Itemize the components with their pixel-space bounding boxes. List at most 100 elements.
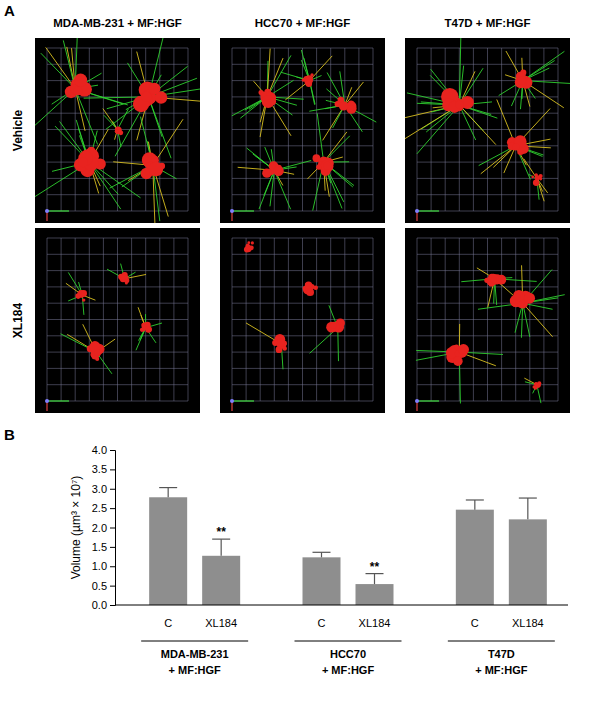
error-bar <box>159 488 177 498</box>
plot-area <box>149 488 547 605</box>
significance: ** <box>370 560 380 574</box>
cell-body <box>115 127 121 133</box>
group-label: + MF:HGF <box>322 664 375 676</box>
y-tick-label: 0.0 <box>92 599 107 611</box>
image-grid <box>417 145 558 146</box>
y-tick-mark <box>110 586 115 587</box>
cell-body <box>273 166 283 176</box>
group-label: + MF:HGF <box>475 664 528 676</box>
image-grid <box>232 352 373 353</box>
image-grid <box>373 238 374 401</box>
row-title: XL184 <box>11 302 25 338</box>
y-tick-mark <box>110 547 115 548</box>
micrograph-background <box>405 228 570 413</box>
error-bar <box>519 498 537 519</box>
cell-body <box>80 290 87 297</box>
cell-body <box>247 247 252 252</box>
cell-protrusion <box>327 73 345 106</box>
cell-protrusion <box>323 105 345 140</box>
y-tick: 1.0 <box>92 560 115 572</box>
y-tick-mark <box>110 528 115 529</box>
cell-protrusion <box>136 328 146 351</box>
cell-protrusion <box>122 165 153 187</box>
image-grid <box>417 162 558 163</box>
x-tick-label: XL184 <box>359 617 391 629</box>
image-grid <box>232 401 373 402</box>
cell-protrusion <box>274 170 290 209</box>
y-tick-label: 3.5 <box>92 463 107 475</box>
image-grid <box>232 319 373 320</box>
y-tick-mark <box>110 605 115 606</box>
image-grid <box>145 48 146 211</box>
cell-body <box>262 168 271 177</box>
y-tick: 2.0 <box>92 522 115 534</box>
cell-protrusion <box>324 162 344 202</box>
cell-protrusion <box>118 109 129 130</box>
cell-body <box>276 167 283 174</box>
bar <box>456 510 494 605</box>
cell-body <box>124 275 128 279</box>
cell-protrusion <box>337 328 339 361</box>
cell-protrusion <box>41 53 75 89</box>
image-axis-origin <box>230 209 234 213</box>
image-grid <box>417 401 558 402</box>
image-grid <box>543 48 544 211</box>
image-grid <box>47 368 188 369</box>
image-grid <box>159 238 160 401</box>
x-axis-line <box>115 605 568 606</box>
cell-body <box>146 326 152 332</box>
image-axis-x <box>232 210 254 211</box>
micrograph-background <box>405 38 570 223</box>
y-tick: 4.0 <box>92 444 115 456</box>
image-grid <box>173 48 174 211</box>
image-grid <box>232 211 373 212</box>
cell-protrusion <box>125 274 146 278</box>
image-grid <box>373 48 374 211</box>
cell-protrusion <box>525 382 537 385</box>
image-grid <box>232 129 373 130</box>
cell-body <box>517 76 526 85</box>
cell-protrusion <box>149 97 172 158</box>
y-tick-label: 0.5 <box>92 580 107 592</box>
bar <box>356 584 394 605</box>
cell-body <box>78 158 88 168</box>
panel-label: A <box>4 2 15 19</box>
image-axis-origin <box>45 399 49 403</box>
cell-body <box>454 345 459 350</box>
error-bar-stem <box>527 498 528 519</box>
cell-body <box>537 177 540 180</box>
y-tick: 0.5 <box>92 580 115 592</box>
panel-label: B <box>4 426 15 443</box>
image-grid <box>330 48 331 211</box>
cell-body <box>458 347 465 354</box>
cell-body <box>512 143 519 150</box>
bar <box>202 556 240 605</box>
cell-body <box>74 74 87 87</box>
image-grid <box>417 368 558 369</box>
y-axis: 0.00.51.01.52.02.53.03.54.0 <box>92 444 116 611</box>
cell-protrusion <box>537 178 548 192</box>
cell-body <box>533 180 539 186</box>
y-tick-mark <box>110 489 115 490</box>
error-bar-stem <box>321 552 322 557</box>
error-bar-stem <box>221 539 222 556</box>
cell-body <box>524 293 535 304</box>
bar <box>303 557 341 605</box>
cell-body <box>531 176 534 179</box>
cell-body <box>145 326 151 332</box>
image-grid <box>47 352 188 353</box>
y-tick-mark <box>110 450 115 451</box>
x-tick-label: C <box>471 617 479 629</box>
cell-body <box>282 346 287 351</box>
image-grid <box>47 178 188 179</box>
group-label: MDA-MB-231 <box>161 648 229 660</box>
cell-body <box>313 285 318 290</box>
cell-body <box>307 289 312 294</box>
image-grid <box>232 194 373 195</box>
image-grid <box>344 238 345 401</box>
cell-body <box>486 276 497 287</box>
cell-protrusion <box>345 82 364 105</box>
y-tick-label: 2.5 <box>92 502 107 514</box>
y-axis-line <box>110 451 116 606</box>
micrograph-background <box>35 38 200 223</box>
